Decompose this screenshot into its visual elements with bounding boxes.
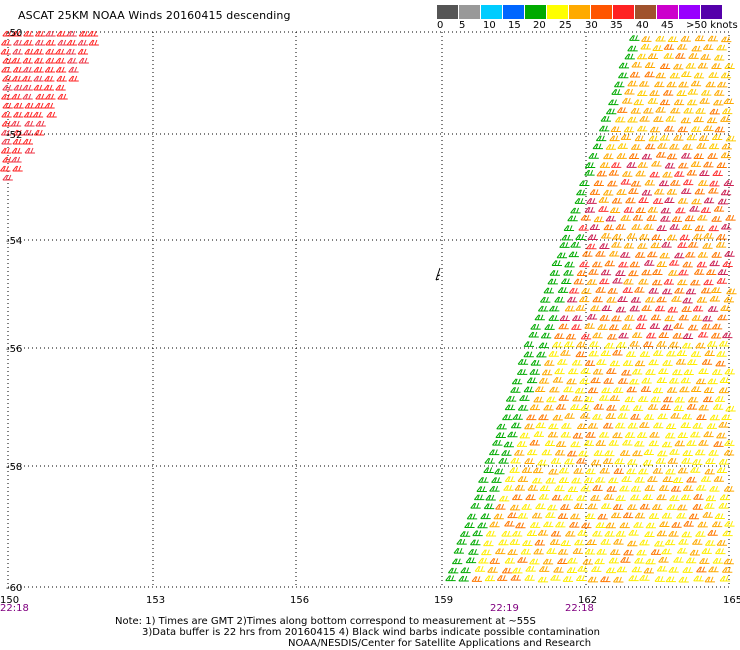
legend-swatch-9 (635, 5, 657, 19)
lat-label-0: -50 (6, 28, 22, 39)
time-label-2: 22:18 (565, 603, 594, 614)
legend-swatch-0 (437, 5, 459, 19)
legend-label-8: 40 (636, 20, 649, 31)
legend-label-5: 25 (559, 20, 572, 31)
legend-label-4: 20 (533, 20, 546, 31)
legend-swatch-4 (525, 5, 547, 19)
legend-label-7: 35 (610, 20, 623, 31)
map-title: ASCAT 25KM NOAA Winds 20160415 descendin… (18, 9, 291, 22)
lon-label-0: 150 (0, 595, 19, 606)
wind-barbs (0, 30, 737, 583)
legend-swatch-8 (613, 5, 635, 19)
wind-speed-color-legend (437, 5, 723, 19)
note-line-1: Note: 1) Times are GMT 2)Times along bot… (115, 616, 536, 627)
legend-swatch-11 (679, 5, 701, 19)
legend-swatch-5 (547, 5, 569, 19)
lat-label-5: -60 (6, 583, 22, 594)
lat-label-1: -52 (6, 130, 22, 141)
note-line-3: NOAA/NESDIS/Center for Satellite Applica… (288, 638, 592, 649)
legend-swatch-10 (657, 5, 679, 19)
legend-label-2: 10 (483, 20, 496, 31)
legend-label-1: 5 (459, 20, 466, 31)
lon-label-5: 165 (723, 595, 740, 606)
time-label-0: 22:18 (0, 603, 29, 614)
lon-label-2: 156 (290, 595, 309, 606)
legend-swatch-1 (459, 5, 481, 19)
legend-swatch-7 (591, 5, 613, 19)
lon-label-4: 162 (578, 595, 597, 606)
legend-label-9: 45 (661, 20, 674, 31)
time-label-1: 22:19 (490, 603, 519, 614)
lon-label-3: 159 (434, 595, 453, 606)
legend-label-3: 15 (508, 20, 521, 31)
note-line-2: 3)Data buffer is 22 hrs from 20160415 4)… (142, 627, 600, 638)
lat-label-4: -58 (6, 462, 22, 473)
legend-swatch-6 (569, 5, 591, 19)
isolated-barb (435, 267, 441, 281)
plot-frame (7, 31, 730, 588)
legend-label-6: 30 (585, 20, 598, 31)
lon-label-1: 153 (146, 595, 165, 606)
legend-swatch-3 (503, 5, 525, 19)
legend-swatch-2 (481, 5, 503, 19)
legend-label-0: 0 (437, 20, 444, 31)
legend-labels: 0 5 10 15 20 25 30 35 40 45 >50 knots (430, 20, 740, 34)
lat-label-2: -54 (6, 236, 22, 247)
lat-lon-grid (7, 31, 730, 588)
lat-label-3: -56 (6, 344, 22, 355)
legend-label-10: >50 knots (686, 20, 738, 31)
legend-swatch-12 (701, 5, 723, 19)
